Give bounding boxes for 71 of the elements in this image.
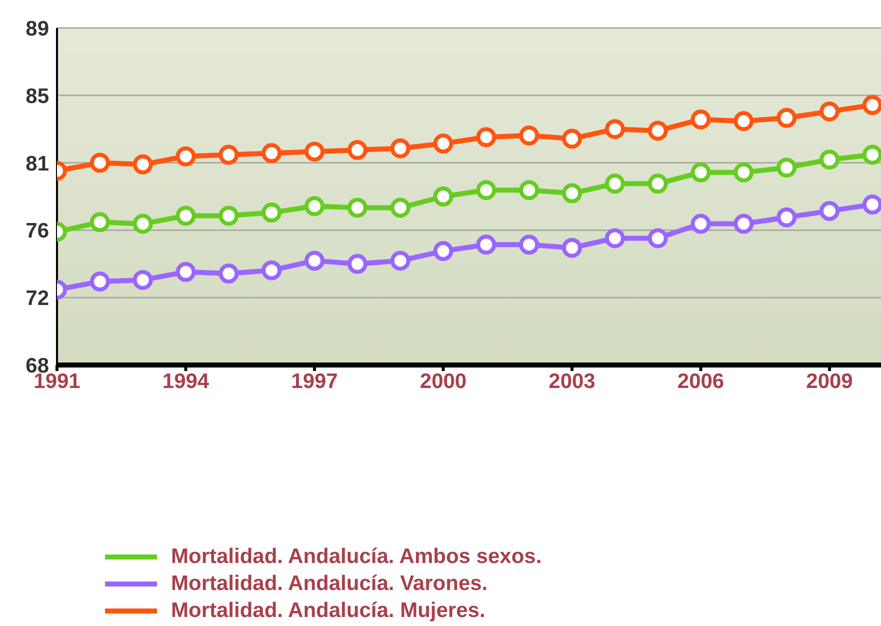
y-tick-label: 85 bbox=[26, 84, 50, 108]
point bbox=[390, 250, 410, 271]
y-tick-label: 89 bbox=[26, 17, 49, 40]
point bbox=[820, 200, 840, 221]
legend-label: Mortalidad. Andalucía. Mujeres. bbox=[171, 598, 486, 622]
x-tick-label: 1997 bbox=[291, 370, 338, 393]
point bbox=[562, 183, 582, 204]
y-tick-label: 76 bbox=[26, 220, 49, 243]
point bbox=[90, 272, 110, 292]
x-tick-label: 2006 bbox=[677, 370, 724, 393]
point bbox=[820, 101, 840, 122]
point bbox=[648, 174, 668, 194]
x-tick-label: 2003 bbox=[548, 370, 596, 393]
point bbox=[562, 238, 582, 258]
point bbox=[519, 126, 540, 146]
point bbox=[734, 162, 754, 182]
legend-label: Mortalidad. Andalucía. Ambos sexos. bbox=[171, 544, 542, 568]
point bbox=[90, 212, 110, 232]
point bbox=[132, 214, 153, 234]
point bbox=[690, 162, 711, 182]
point bbox=[433, 241, 454, 262]
point bbox=[776, 108, 797, 128]
point bbox=[776, 207, 797, 228]
point bbox=[176, 262, 196, 282]
point bbox=[304, 196, 324, 216]
point bbox=[218, 264, 239, 284]
point bbox=[476, 234, 496, 255]
point bbox=[433, 186, 454, 206]
legend-label: Mortalidad. Andalucía. Varones. bbox=[171, 572, 488, 596]
point bbox=[218, 206, 239, 226]
point bbox=[776, 158, 797, 178]
point bbox=[347, 140, 368, 160]
point bbox=[347, 198, 368, 218]
point bbox=[390, 198, 410, 218]
y-tick-label: 72 bbox=[26, 287, 49, 310]
point bbox=[176, 146, 196, 166]
point bbox=[648, 120, 668, 141]
point bbox=[262, 260, 282, 280]
point bbox=[604, 119, 625, 140]
point bbox=[390, 138, 410, 158]
y-tick-label: 81 bbox=[26, 152, 50, 176]
point bbox=[690, 109, 711, 130]
point bbox=[476, 127, 496, 148]
point bbox=[476, 180, 496, 200]
point bbox=[604, 174, 625, 194]
point bbox=[862, 194, 881, 215]
point bbox=[132, 154, 153, 174]
point bbox=[90, 152, 110, 173]
point bbox=[519, 180, 540, 200]
point bbox=[862, 144, 881, 165]
point bbox=[262, 143, 282, 164]
point bbox=[347, 254, 368, 274]
point bbox=[262, 202, 282, 223]
point bbox=[648, 228, 668, 248]
x-tick-label: 2009 bbox=[806, 370, 853, 393]
point bbox=[604, 228, 625, 248]
point bbox=[734, 111, 754, 132]
point bbox=[862, 95, 881, 116]
point bbox=[304, 142, 324, 162]
x-tick-label: 1994 bbox=[162, 370, 210, 393]
point bbox=[820, 150, 840, 170]
point bbox=[218, 144, 239, 165]
point bbox=[734, 214, 754, 234]
point bbox=[690, 214, 711, 234]
point bbox=[519, 234, 540, 255]
point bbox=[433, 134, 454, 154]
x-tick-label: 2000 bbox=[420, 370, 467, 393]
point bbox=[132, 270, 153, 290]
point bbox=[562, 128, 582, 149]
point bbox=[304, 250, 324, 271]
point bbox=[176, 206, 196, 226]
